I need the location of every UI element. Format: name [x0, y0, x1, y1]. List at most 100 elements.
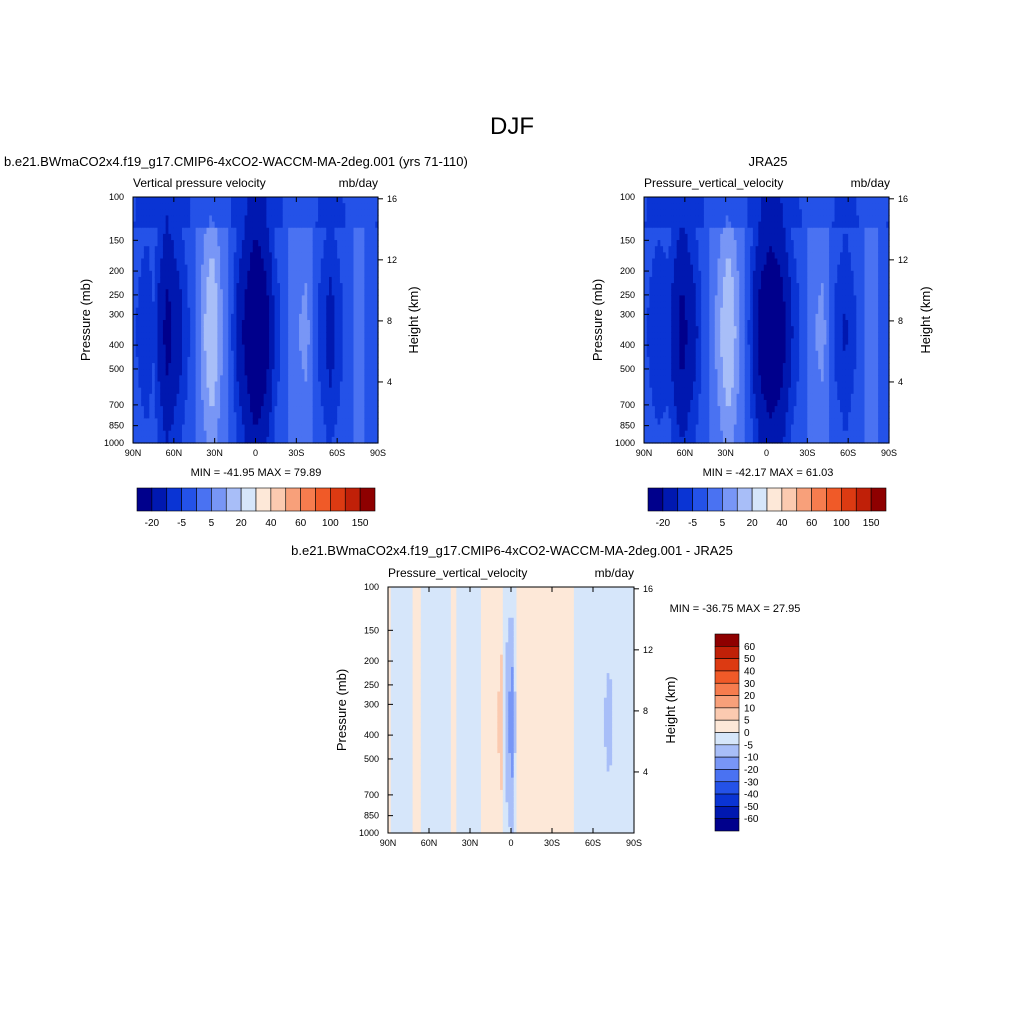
- field-cell: [192, 320, 197, 327]
- field-cell: [304, 258, 308, 266]
- field-cell: [195, 252, 199, 260]
- field-cell: [280, 406, 284, 413]
- field-cell: [217, 283, 221, 290]
- field-cell: [135, 276, 140, 284]
- field-cell: [356, 399, 360, 407]
- field-cell: [201, 283, 205, 290]
- field-cell: [668, 424, 672, 432]
- field-cell: [312, 203, 316, 210]
- field-cell: [701, 436, 705, 444]
- field-cell: [277, 344, 281, 352]
- field-cell: [231, 295, 235, 303]
- field-cell: [141, 283, 145, 290]
- field-cell: [236, 344, 240, 352]
- field-cell: [337, 406, 341, 413]
- field-cell: [258, 289, 262, 296]
- field-cell: [663, 270, 667, 278]
- field-cell: [171, 369, 175, 376]
- field-cell: [315, 295, 319, 303]
- field-cell: [225, 227, 229, 235]
- field-cell: [307, 375, 311, 383]
- field-cell: [192, 344, 197, 352]
- field-cell: [687, 301, 691, 309]
- field-cell: [241, 270, 246, 278]
- field-cell: [673, 412, 678, 419]
- field-cell: [195, 289, 199, 296]
- field-cell: [369, 356, 374, 364]
- field-cell: [201, 221, 205, 229]
- field-cell: [233, 258, 238, 266]
- field-cell: [266, 381, 270, 389]
- field-cell: [192, 326, 197, 333]
- field-cell: [250, 332, 254, 340]
- field-cell: [146, 307, 150, 315]
- field-cell: [250, 430, 254, 438]
- field-cell: [141, 326, 145, 333]
- field-cell: [720, 412, 724, 419]
- field-cell: [258, 356, 262, 364]
- field-cell: [214, 393, 218, 401]
- field-cell: [201, 270, 205, 278]
- field-cell: [364, 350, 368, 358]
- field-cell: [220, 326, 224, 333]
- field-cell: [703, 295, 708, 303]
- field-cell: [361, 430, 365, 438]
- field-cell: [288, 332, 292, 340]
- field-cell: [682, 375, 686, 383]
- field-cell: [288, 227, 292, 235]
- field-cell: [690, 332, 694, 340]
- field-cell: [146, 430, 150, 438]
- field-cell: [714, 430, 719, 438]
- field-cell: [367, 418, 371, 426]
- field-cell: [225, 258, 229, 266]
- field-cell: [307, 197, 311, 204]
- field-cell: [173, 203, 178, 210]
- field-cell: [728, 399, 732, 407]
- field-cell: [304, 326, 308, 333]
- field-cell: [154, 375, 159, 383]
- field-cell: [160, 258, 164, 266]
- field-cell: [133, 406, 137, 413]
- field-cell: [271, 369, 276, 376]
- field-cell: [665, 412, 670, 419]
- field-cell: [263, 227, 267, 235]
- field-cell: [690, 203, 694, 210]
- field-cell: [260, 356, 265, 364]
- field-cell: [190, 301, 194, 309]
- field-cell: [731, 320, 735, 327]
- field-cell: [353, 215, 357, 223]
- field-cell: [326, 436, 330, 444]
- field-cell: [152, 233, 156, 241]
- field-cell: [260, 283, 265, 290]
- field-cell: [654, 344, 659, 352]
- field-cell: [706, 264, 710, 272]
- field-cell: [309, 227, 314, 235]
- field-cell: [282, 344, 287, 352]
- field-cell: [323, 338, 327, 346]
- field-cell: [160, 270, 164, 278]
- field-cell: [304, 227, 308, 235]
- field-cell: [206, 326, 210, 333]
- field-cell: [350, 283, 355, 290]
- field-cell: [162, 270, 167, 278]
- field-cell: [266, 430, 270, 438]
- field-cell: [725, 252, 729, 260]
- field-cell: [266, 203, 270, 210]
- field-cell: [198, 289, 202, 296]
- field-cell: [252, 326, 257, 333]
- field-cell: [334, 289, 338, 296]
- field-cell: [187, 430, 191, 438]
- field-cell: [693, 430, 697, 438]
- field-cell: [244, 289, 248, 296]
- field-cell: [728, 258, 732, 266]
- field-cell: [184, 301, 189, 309]
- field-cell: [162, 203, 167, 210]
- field-cell: [663, 406, 667, 413]
- field-cell: [209, 313, 213, 321]
- field-cell: [345, 215, 349, 223]
- field-cell: [274, 209, 278, 217]
- field-cell: [187, 289, 191, 296]
- field-cell: [217, 307, 221, 315]
- field-cell: [274, 270, 278, 278]
- field-cell: [133, 258, 137, 266]
